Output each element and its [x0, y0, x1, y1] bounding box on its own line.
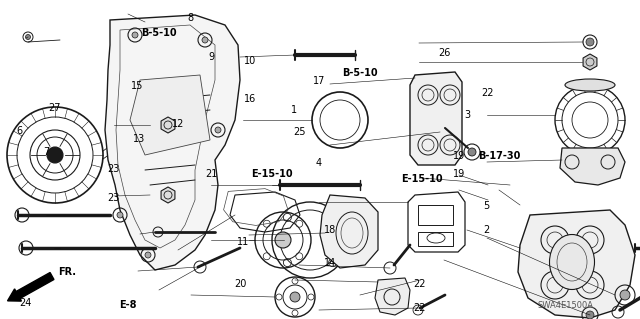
- Text: 2: 2: [483, 225, 490, 235]
- FancyArrow shape: [8, 272, 54, 301]
- Text: 25: 25: [293, 127, 306, 137]
- Text: 23: 23: [108, 164, 120, 174]
- Text: E-15-10: E-15-10: [251, 169, 293, 179]
- Text: 27: 27: [48, 103, 61, 114]
- Text: 17: 17: [312, 76, 325, 86]
- Circle shape: [586, 38, 594, 46]
- Text: B-5-10: B-5-10: [342, 68, 378, 78]
- Circle shape: [47, 147, 63, 163]
- Text: 16: 16: [243, 94, 256, 104]
- Circle shape: [132, 32, 138, 38]
- Text: 7: 7: [43, 146, 49, 157]
- Polygon shape: [410, 72, 462, 165]
- Ellipse shape: [565, 79, 615, 91]
- Circle shape: [468, 148, 476, 156]
- Polygon shape: [161, 117, 175, 133]
- Polygon shape: [375, 278, 410, 315]
- Text: 21: 21: [205, 169, 218, 179]
- Text: 15: 15: [131, 81, 144, 91]
- Circle shape: [620, 290, 630, 300]
- Text: B-17-30: B-17-30: [478, 151, 520, 161]
- Bar: [418, 232, 453, 246]
- Circle shape: [290, 292, 300, 302]
- Text: 20: 20: [234, 279, 246, 289]
- Text: 11: 11: [237, 237, 250, 248]
- Text: 22: 22: [413, 279, 426, 289]
- Circle shape: [117, 212, 123, 218]
- Text: 19: 19: [453, 151, 466, 161]
- Polygon shape: [105, 15, 240, 270]
- Text: 10: 10: [243, 56, 256, 66]
- Circle shape: [26, 34, 31, 40]
- Text: 14: 14: [323, 258, 336, 268]
- Text: 1: 1: [291, 105, 298, 115]
- Polygon shape: [560, 148, 625, 185]
- Circle shape: [145, 252, 151, 258]
- Bar: [418, 205, 453, 225]
- Text: 26: 26: [438, 48, 451, 58]
- Polygon shape: [583, 54, 597, 70]
- Text: B-5-10: B-5-10: [141, 28, 177, 39]
- Text: 8: 8: [188, 12, 194, 23]
- Text: 5: 5: [483, 201, 490, 211]
- Text: E-15-10: E-15-10: [401, 174, 444, 184]
- Polygon shape: [130, 75, 210, 155]
- Polygon shape: [320, 195, 378, 268]
- Text: 6: 6: [16, 126, 22, 136]
- Circle shape: [586, 311, 594, 319]
- Polygon shape: [518, 210, 635, 318]
- Polygon shape: [161, 187, 175, 203]
- Text: 24: 24: [19, 298, 32, 308]
- Ellipse shape: [550, 234, 595, 290]
- Text: 22: 22: [413, 303, 426, 313]
- Text: 9: 9: [208, 52, 214, 63]
- Text: 12: 12: [172, 119, 184, 130]
- Text: FR.: FR.: [58, 267, 76, 277]
- Circle shape: [202, 37, 208, 43]
- Text: 4: 4: [316, 158, 322, 168]
- Text: 22: 22: [481, 87, 494, 98]
- Text: 13: 13: [133, 134, 146, 144]
- Circle shape: [215, 127, 221, 133]
- Text: E-8: E-8: [119, 300, 137, 310]
- Text: 19: 19: [453, 169, 466, 179]
- Text: 18: 18: [323, 225, 336, 235]
- Text: SWA4E1500A: SWA4E1500A: [537, 300, 593, 309]
- Text: 3: 3: [464, 110, 470, 120]
- Text: 23: 23: [108, 193, 120, 203]
- Circle shape: [275, 232, 291, 248]
